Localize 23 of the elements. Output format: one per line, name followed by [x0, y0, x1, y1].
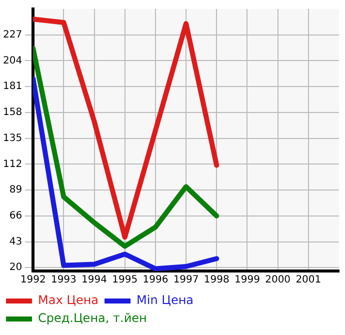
x-tick-label: 2001 — [296, 274, 322, 286]
x-tick-label: 1997 — [173, 274, 199, 286]
x-tick-label: 1992 — [20, 274, 46, 286]
y-tick-label: 181 — [2, 81, 22, 92]
y-tick-label: 66 — [9, 210, 22, 222]
y-tick-label: 89 — [9, 184, 22, 196]
y-tick-label: 158 — [2, 107, 22, 118]
x-tick-label: 1996 — [142, 274, 168, 286]
x-tick-label: 1995 — [112, 274, 138, 286]
x-tick-label: 1999 — [234, 274, 260, 286]
y-tick-label: 112 — [2, 158, 22, 170]
legend-label: Min Цена — [136, 293, 194, 308]
y-tick-label: 43 — [9, 236, 22, 248]
y-tick-label: 204 — [2, 55, 22, 66]
x-tick-label: 1993 — [50, 274, 76, 286]
y-tick-label: 135 — [2, 132, 22, 144]
x-tick-label: 2000 — [265, 274, 291, 286]
x-tick-label: 1998 — [204, 274, 230, 286]
legend-label: Max Цена — [38, 293, 99, 308]
y-tick-label: 227 — [2, 29, 22, 40]
y-tick-label: 20 — [9, 262, 22, 274]
legend-label: Сред.Цена, т.йен — [38, 311, 147, 326]
x-tick-label: 1994 — [82, 274, 107, 286]
